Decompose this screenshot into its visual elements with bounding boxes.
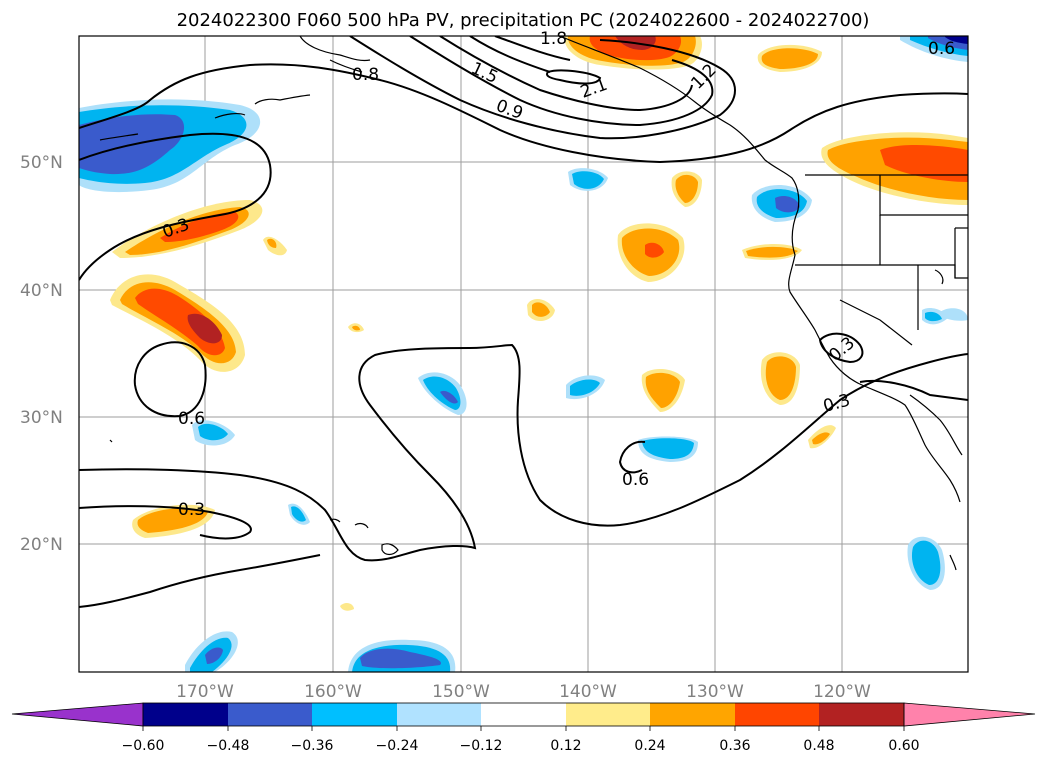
lon-label: 120°W: [813, 682, 871, 702]
colorbar-ticks: −0.60 −0.48 −0.36 −0.24 −0.12 0.12 0.24 …: [122, 738, 920, 754]
contour-label: 0.8: [352, 65, 379, 85]
colorbar-segment: [143, 703, 228, 726]
gridlines: [79, 36, 968, 672]
colorbar-min-extension: [11, 702, 144, 727]
lat-label: 20°N: [20, 535, 63, 555]
pv-contours: [79, 36, 968, 608]
contour-label: 0.6: [178, 409, 205, 429]
colorbar-tick: 0.48: [803, 738, 834, 754]
colorbar-tick: 0.36: [719, 738, 750, 754]
colorbar-tick: 0.60: [888, 738, 919, 754]
lon-label: 140°W: [559, 682, 617, 702]
colorbar-tick: 0.12: [550, 738, 581, 754]
contour-label: 0.3: [178, 500, 205, 520]
lat-label: 30°N: [20, 408, 63, 428]
lon-label: 150°W: [432, 682, 490, 702]
colorbar-segment: [397, 703, 481, 726]
colorbar-segment: [566, 703, 650, 726]
contour-label: 0.6: [622, 470, 649, 490]
colorbar-tick: −0.12: [460, 738, 503, 754]
colorbar-tick: −0.36: [291, 738, 334, 754]
lon-label: 160°W: [304, 682, 362, 702]
contour-labels: 1.8 0.8 1.5 2.1 0.9 1.2 0.3 0.6 0.6 0.3 …: [160, 29, 955, 520]
lat-label: 40°N: [20, 281, 63, 301]
precip-shading: [79, 36, 968, 672]
map-panel: 1.8 0.8 1.5 2.1 0.9 1.2 0.3 0.6 0.6 0.3 …: [78, 29, 969, 673]
colorbar-segment: [650, 703, 735, 726]
colorbar-segment: [819, 703, 904, 726]
colorbar-max-extension: [903, 702, 1036, 727]
colorbar-tick: −0.60: [122, 738, 165, 754]
colorbar: −0.60 −0.48 −0.36 −0.24 −0.12 0.12 0.24 …: [11, 702, 1036, 754]
lon-label: 170°W: [176, 682, 234, 702]
colorbar-tick: 0.24: [634, 738, 665, 754]
contour-label: 0.6: [928, 39, 955, 59]
figure-title: 2024022300 F060 500 hPa PV, precipitatio…: [177, 10, 870, 31]
colorbar-segment: [735, 703, 819, 726]
latitude-labels: 50°N 40°N 30°N 20°N: [20, 153, 63, 555]
colorbar-segment: [228, 703, 312, 726]
longitude-labels: 170°W 160°W 150°W 140°W 130°W 120°W: [176, 682, 871, 702]
coastlines: [99, 36, 968, 571]
colorbar-segment: [312, 703, 397, 726]
colorbar-segment: [481, 703, 566, 726]
lon-label: 130°W: [686, 682, 744, 702]
colorbar-tick: −0.48: [207, 738, 250, 754]
lat-label: 50°N: [20, 153, 63, 173]
colorbar-tick: −0.24: [376, 738, 419, 754]
contour-label: 1.8: [540, 29, 567, 49]
